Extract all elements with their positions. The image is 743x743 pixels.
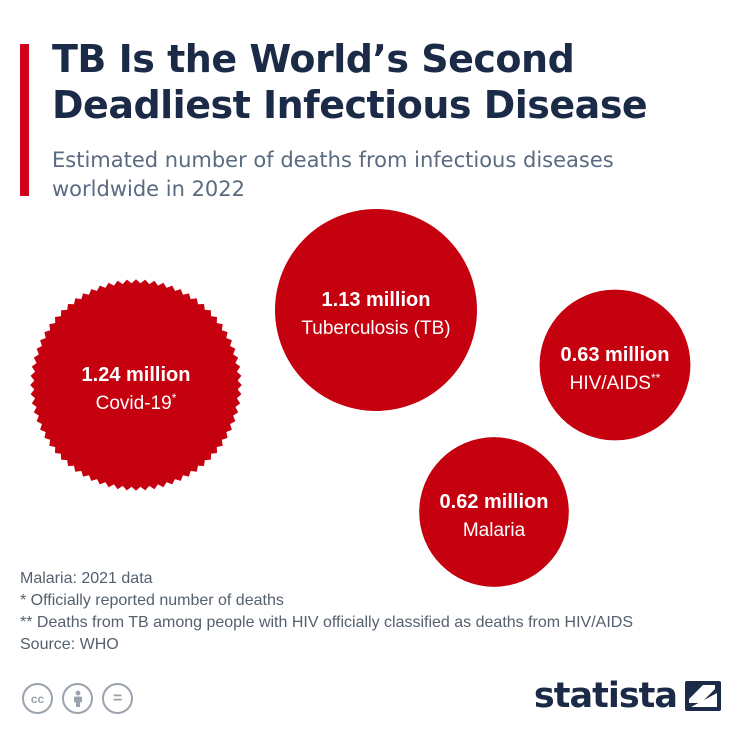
chart-notes: Malaria: 2021 data * Officially reported…: [20, 568, 735, 656]
bubble-value-label: 1.24 million: [82, 364, 191, 386]
bubble-value-label: 0.62 million: [440, 491, 549, 513]
creative-commons-icon[interactable]: cc: [22, 683, 53, 714]
attribution-icon[interactable]: [62, 683, 93, 714]
no-derivatives-icon[interactable]: =: [102, 683, 133, 714]
bubble-value-label: 0.63 million: [561, 344, 670, 366]
bubble-shape: [275, 209, 477, 411]
accent-bar: [20, 44, 29, 196]
bubble-shape: [30, 279, 242, 491]
bubble-covid-19: 1.24 million Covid-19*: [30, 279, 242, 491]
note-covid: * Officially reported number of deaths: [20, 592, 284, 609]
page-subtitle: Estimated number of deaths from infectio…: [52, 146, 712, 204]
subtitle-line-2: worldwide in 2022: [52, 177, 246, 201]
note-malaria: Malaria: 2021 data: [20, 570, 153, 587]
bubble-name-label: Tuberculosis (TB): [301, 318, 450, 339]
source-note: Source: WHO: [20, 636, 119, 653]
bubble-malaria: 0.62 million Malaria: [419, 437, 569, 587]
bubble-hiv-aids: 0.63 million HIV/AIDS**: [539, 289, 691, 441]
page-title: TB Is the World’s Second Deadliest Infec…: [52, 36, 732, 128]
note-hiv: ** Deaths from TB among people with HIV …: [20, 614, 634, 631]
bubble-value-label: 1.13 million: [322, 289, 431, 311]
title-line-2: Deadliest Infectious Disease: [52, 83, 648, 127]
title-line-1: TB Is the World’s Second: [52, 37, 575, 81]
cc-label: cc: [30, 691, 45, 706]
bubble-name-label: Malaria: [463, 520, 526, 541]
subtitle-line-1: Estimated number of deaths from infectio…: [52, 148, 614, 172]
bubble-shape: [539, 289, 691, 441]
bubble-name-label: Covid-19*: [96, 391, 177, 414]
statista-logo-icon: [685, 681, 721, 711]
bubble-shape: [419, 437, 569, 587]
logo-text: statista: [533, 676, 678, 716]
license-icons: cc =: [22, 683, 133, 714]
bubble-tuberculosis-tb: 1.13 million Tuberculosis (TB): [275, 209, 477, 411]
nd-label: =: [112, 689, 123, 707]
bubble-name-label: HIV/AIDS**: [570, 371, 661, 394]
statista-logo[interactable]: statista: [534, 676, 721, 716]
